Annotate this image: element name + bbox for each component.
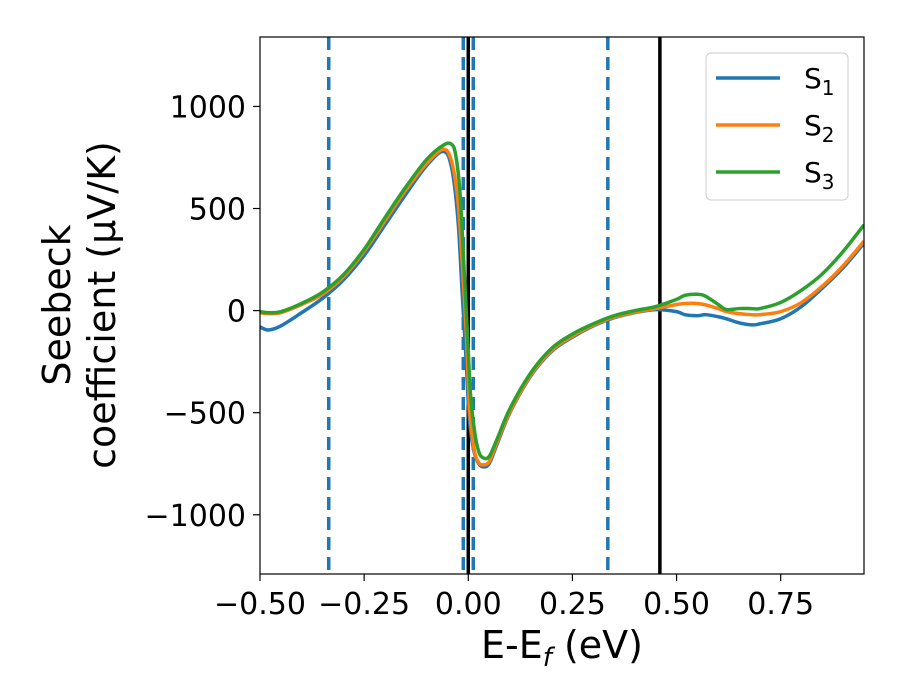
y-tick-label: 500 [189, 193, 246, 228]
y-tick-label: 1000 [170, 90, 246, 125]
y-tick-label: −500 [164, 397, 246, 432]
x-tick-label: −0.50 [214, 587, 306, 622]
y-axis-label: Seebeck coefficient (μV/K) [35, 141, 124, 469]
series-lines [260, 141, 864, 469]
x-tick-label: 0.50 [643, 587, 710, 622]
vertical-reference-lines [326, 37, 662, 574]
plot-frame [259, 36, 865, 575]
x-tick-label: 0.25 [539, 587, 606, 622]
y-axis: −1000 −500 0 500 1000 [145, 90, 260, 534]
x-tick-label: −0.25 [318, 587, 410, 622]
series-line-s3 [260, 141, 864, 461]
legend-label-s3: S3 [804, 156, 835, 194]
y-axis-label-line1: Seebeck [35, 224, 79, 385]
y-tick-label: 0 [227, 295, 246, 330]
legend: S1 S2 S3 [705, 52, 849, 201]
legend-label-s2: S2 [804, 109, 835, 147]
x-axis-label: E-Ef (eV) [481, 623, 643, 673]
y-tick-label: −1000 [145, 499, 246, 534]
x-tick-label: 0.75 [747, 587, 814, 622]
x-axis: −0.50 −0.25 0.00 0.25 0.50 0.75 [214, 574, 814, 622]
legend-label-s1: S1 [804, 62, 835, 100]
y-axis-label-line2: coefficient (μV/K) [80, 141, 124, 469]
x-tick-label: 0.00 [435, 587, 502, 622]
